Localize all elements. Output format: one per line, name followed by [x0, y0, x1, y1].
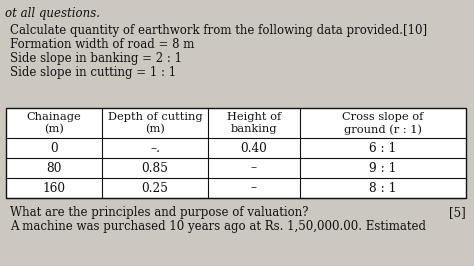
- Text: –: –: [251, 161, 257, 174]
- Text: 80: 80: [46, 161, 62, 174]
- Text: Depth of cutting: Depth of cutting: [108, 112, 202, 122]
- Text: (m): (m): [145, 124, 165, 134]
- Text: Side slope in cutting = 1 : 1: Side slope in cutting = 1 : 1: [10, 66, 176, 79]
- Text: 0: 0: [50, 142, 58, 155]
- Text: 0.25: 0.25: [142, 181, 168, 194]
- Text: [5]: [5]: [449, 206, 466, 219]
- Text: What are the principles and purpose of valuation?: What are the principles and purpose of v…: [10, 206, 309, 219]
- Text: (m): (m): [44, 124, 64, 134]
- Text: Formation width of road = 8 m: Formation width of road = 8 m: [10, 38, 194, 51]
- Text: Height of: Height of: [227, 112, 281, 122]
- Text: 8 : 1: 8 : 1: [369, 181, 397, 194]
- Text: –: –: [251, 181, 257, 194]
- Text: Calculate quantity of earthwork from the following data provided.[10]: Calculate quantity of earthwork from the…: [10, 24, 427, 37]
- Text: 0.85: 0.85: [142, 161, 168, 174]
- Text: Chainage: Chainage: [27, 112, 82, 122]
- Text: 6 : 1: 6 : 1: [369, 142, 397, 155]
- Text: 0.40: 0.40: [241, 142, 267, 155]
- Text: Side slope in banking = 2 : 1: Side slope in banking = 2 : 1: [10, 52, 182, 65]
- Text: A machine was purchased 10 years ago at Rs. 1,50,000.00. Estimated: A machine was purchased 10 years ago at …: [10, 220, 426, 233]
- Text: 9 : 1: 9 : 1: [369, 161, 397, 174]
- Text: –.: –.: [150, 142, 160, 155]
- Bar: [6, 108, 466, 198]
- Text: ot all questions.: ot all questions.: [5, 7, 100, 20]
- Text: Cross slope of: Cross slope of: [342, 112, 424, 122]
- Text: banking: banking: [231, 124, 277, 134]
- Text: 160: 160: [43, 181, 65, 194]
- Text: ground (r : 1): ground (r : 1): [344, 124, 422, 135]
